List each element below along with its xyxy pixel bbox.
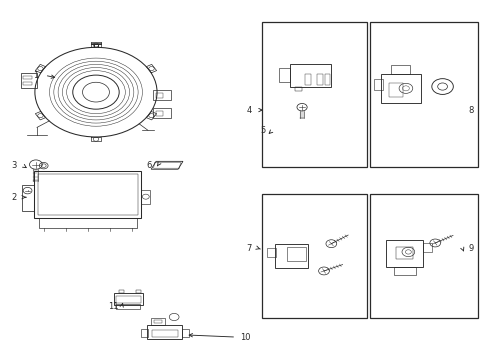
Bar: [275, 244, 308, 268]
Bar: [22, 185, 34, 211]
Bar: [317, 74, 323, 85]
Bar: [151, 319, 165, 325]
Bar: [262, 22, 367, 167]
Bar: [152, 90, 171, 100]
Text: 11: 11: [108, 302, 118, 311]
Bar: [389, 83, 403, 97]
Bar: [287, 247, 306, 261]
Bar: [119, 291, 124, 293]
Bar: [152, 108, 171, 118]
Text: 9: 9: [468, 244, 474, 253]
Text: 2: 2: [12, 193, 17, 202]
Bar: [374, 79, 383, 90]
Bar: [369, 22, 478, 167]
Bar: [147, 325, 182, 338]
Text: 10: 10: [240, 333, 250, 342]
Bar: [423, 243, 432, 252]
Bar: [142, 190, 150, 204]
Bar: [142, 329, 148, 337]
Bar: [156, 111, 163, 116]
Bar: [305, 74, 311, 85]
Bar: [392, 65, 410, 74]
Bar: [156, 93, 163, 98]
Text: 1: 1: [33, 71, 39, 80]
Bar: [393, 267, 416, 275]
Text: 4: 4: [246, 105, 251, 114]
Text: 8: 8: [468, 105, 474, 114]
Bar: [369, 194, 478, 318]
Bar: [382, 74, 420, 103]
Bar: [290, 64, 331, 87]
Bar: [152, 329, 177, 337]
Bar: [38, 174, 138, 215]
Bar: [24, 82, 32, 85]
Bar: [182, 329, 189, 337]
Bar: [295, 87, 302, 91]
Bar: [396, 247, 413, 259]
Bar: [154, 320, 162, 323]
Bar: [117, 304, 140, 309]
Bar: [39, 218, 137, 228]
Bar: [387, 240, 423, 267]
Bar: [34, 171, 142, 218]
Text: 7: 7: [246, 244, 251, 253]
Bar: [324, 74, 330, 85]
Bar: [114, 293, 144, 305]
Text: 3: 3: [12, 161, 17, 170]
Bar: [267, 248, 276, 257]
Text: 6: 6: [146, 161, 151, 170]
Text: 5: 5: [261, 126, 266, 135]
Bar: [117, 296, 141, 303]
Bar: [279, 68, 290, 82]
Bar: [24, 76, 32, 79]
Bar: [136, 291, 141, 293]
Bar: [22, 73, 37, 89]
Bar: [262, 194, 367, 318]
